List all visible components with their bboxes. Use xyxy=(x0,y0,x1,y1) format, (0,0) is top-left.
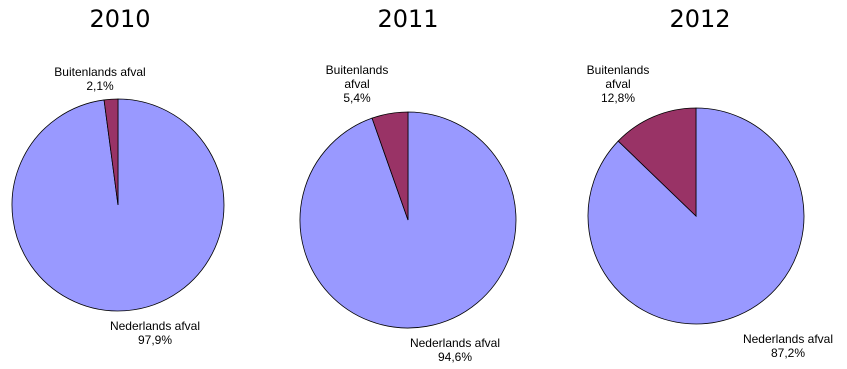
slice-name-label: Buitenlands xyxy=(326,63,389,77)
slice-value-label: 12,8% xyxy=(601,91,635,105)
slice-value-label: 87,2% xyxy=(771,346,805,360)
pie-chart-2011: 2011 Nederlands afval 94,6% Buitenlands afva… xyxy=(299,5,517,364)
chart-title: 2012 xyxy=(669,5,730,33)
slice-name-label: Buitenlands afval xyxy=(54,65,145,79)
slice-name-label: Nederlands afval xyxy=(110,319,200,333)
slice-name-label: afval xyxy=(344,77,369,91)
slice-value-label: 94,6% xyxy=(438,350,472,364)
slice-value-label: 5,4% xyxy=(343,91,371,105)
slice-name-label: Nederlands afval xyxy=(743,332,833,346)
chart-title: 2011 xyxy=(377,5,438,33)
slice-label-nederlands-afval: Nederlands afval 94,6% xyxy=(410,336,500,364)
slice-label-nederlands-afval: Nederlands afval 97,9% xyxy=(110,319,200,347)
slice-buitenlands-afval xyxy=(617,107,697,217)
slice-name-label: Nederlands afval xyxy=(410,336,500,350)
slice-name-label: afval xyxy=(605,77,630,91)
slice-value-label: 97,9% xyxy=(138,333,172,347)
pie-chart-2012: 2012 Nederlands afval 87,2% Buitenlands afva… xyxy=(587,5,833,360)
slice-buitenlands-afval xyxy=(371,111,409,221)
pie-chart-2010: 2010 Nederlands afval 97,9% Buitenlands afv… xyxy=(11,5,225,347)
slice-value-label: 2,1% xyxy=(86,79,114,93)
slice-label-nederlands-afval: Nederlands afval 87,2% xyxy=(743,332,833,360)
chart-title: 2010 xyxy=(89,5,150,33)
slice-label-buitenlands-afval: Buitenlands afval 2,1% xyxy=(54,65,145,93)
slice-name-label: Buitenlands xyxy=(587,63,650,77)
slice-label-buitenlands-afval: Buitenlands afval 5,4% xyxy=(326,63,389,105)
slice-buitenlands-afval xyxy=(103,98,119,206)
slice-label-buitenlands-afval: Buitenlands afval 12,8% xyxy=(587,63,650,105)
